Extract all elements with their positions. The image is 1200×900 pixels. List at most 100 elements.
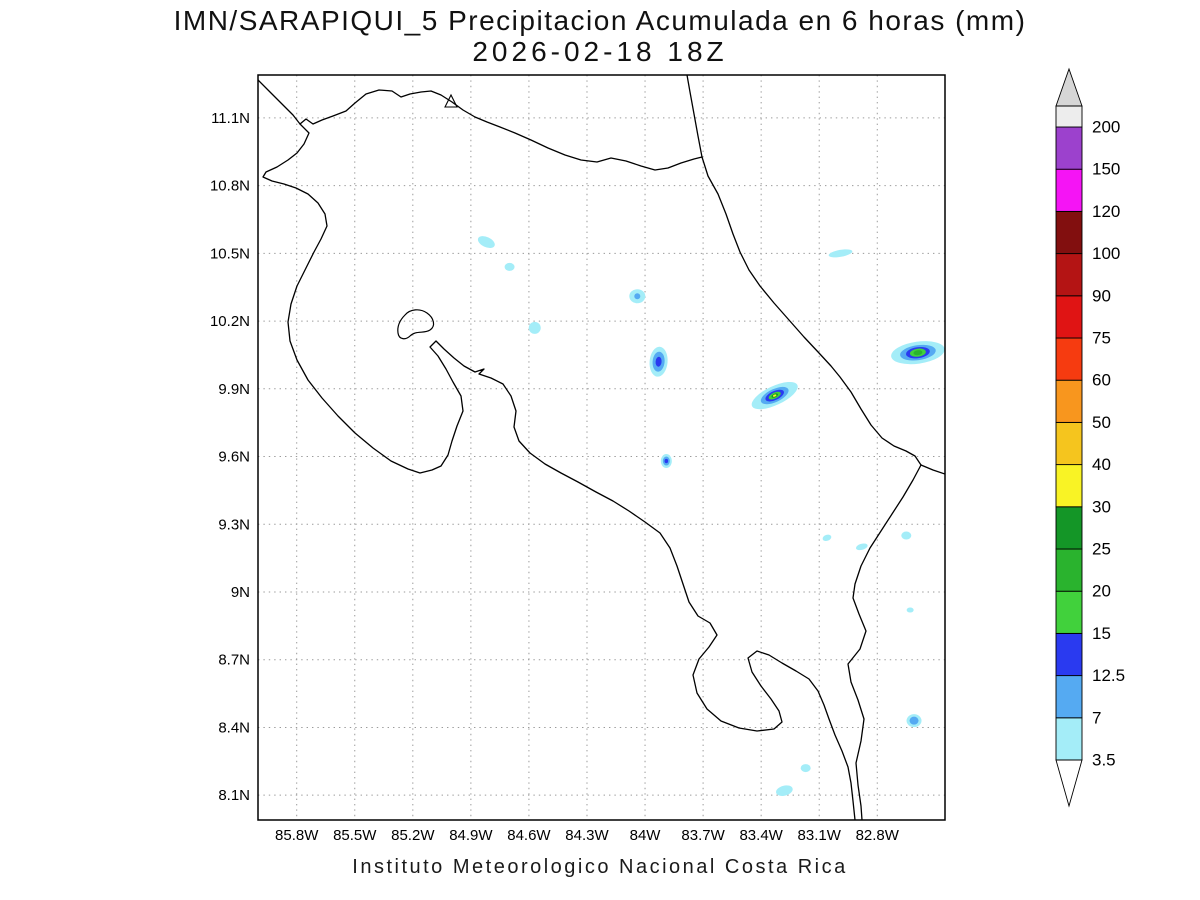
precip-contour [901,531,912,540]
colorbar-tick-label: 30 [1092,497,1111,516]
lat-tick-label: 9.6N [218,449,250,466]
lon-tick-label: 83.7W [681,827,725,844]
colorbar-tick-label: 25 [1092,540,1111,559]
colorbar-tick-label: 150 [1092,160,1120,179]
colorbar: 3.5 7 12.5 15 20 25 30 40 50 60 75 90 100 120 150 200 [1055,67,1125,808]
lon-tick-label: 84.3W [565,827,609,844]
colorbar-tick-label: 7 [1092,708,1101,727]
colorbar-tick-label: 75 [1092,329,1111,348]
colorbar-band [1055,337,1083,381]
precip-spot [751,381,798,410]
colorbar-band [1055,379,1083,423]
lon-tick-label: 82.8W [856,827,900,844]
lat-tick-label: 9N [231,584,250,601]
colorbar-band [1055,632,1083,677]
coastline [686,75,703,158]
precip-spot [776,785,793,796]
coastline-layer [258,75,945,820]
chart-subtitle-datetime: 2026-02-18 18Z [472,36,728,67]
precip-spot [822,534,832,542]
precip-contour [913,350,923,356]
lon-tick-label: 83.4W [739,827,783,844]
lon-tick-label: 84.6W [507,827,551,844]
coastline [847,464,922,820]
lon-tick-label: 84.9W [449,827,493,844]
precip-contour [855,543,868,551]
frame-layer [257,74,946,821]
precip-spot [660,454,672,469]
precip-contour [504,262,515,271]
precip-spot [855,543,868,551]
precip-contour [634,293,641,300]
lat-tick-label: 11.1N [211,110,250,127]
coastline [262,123,856,820]
colorbar-tick-label: 40 [1092,455,1111,474]
lat-tick-label: 8.7N [218,652,250,669]
map-frame [257,74,946,821]
precip-contour [800,764,811,773]
colorbar-tick-label: 120 [1092,202,1120,221]
precip-contour [477,236,495,248]
precip-spot [477,236,495,248]
lon-tick-label: 85.2W [391,827,435,844]
lat-tick-label: 8.1N [218,787,250,804]
lon-tick-label: 83.1W [798,827,842,844]
colorbar-band [1055,253,1083,297]
colorbar-tick-label: 20 [1092,582,1111,601]
precip-contour [906,607,914,613]
colorbar-tick-label: 90 [1092,286,1111,305]
colorbar-band [1055,675,1083,719]
colorbar-band [1055,717,1083,761]
colorbar-band [1055,168,1083,212]
precip-contour [776,785,793,796]
coastline [920,464,945,475]
colorbar-band [1055,590,1083,634]
colorbar-band-over [1055,105,1083,128]
lake-arenal [397,309,435,340]
colorbar-tick-label: 60 [1092,371,1111,390]
precip-spot [800,764,811,773]
colorbar-tick-label: 200 [1092,118,1120,137]
coastline [701,156,922,466]
colorbar-band [1055,295,1083,339]
precip-contour [909,716,919,725]
lake-island [444,93,458,108]
precip-contour [528,321,541,334]
coastline [258,79,703,171]
lon-tick-label: 85.5W [333,827,377,844]
lat-tick-label: 9.9N [218,381,250,398]
grid-layer [258,75,945,820]
colorbar-band [1055,548,1083,592]
lat-tick-label: 10.5N [210,245,250,262]
lon-tick-label: 85.8W [275,827,319,844]
precip-spot [629,289,646,304]
lon-tick-label: 84W [630,827,662,844]
lat-tick-label: 10.8N [210,178,250,195]
colorbar-band [1055,464,1083,508]
footer-caption: Instituto Meteorologico Nacional Costa R… [352,856,848,878]
lat-tick-label: 9.3N [218,516,250,533]
precip-contour [664,458,669,464]
colorbar-arrow-bottom [1055,759,1083,808]
colorbar-tick-label: 50 [1092,413,1111,432]
colorbar-tick-label: 15 [1092,624,1111,643]
chart-title: IMN/SARAPIQUI_5 Precipitacion Acumulada … [173,5,1027,36]
lat-tick-label: 10.2N [210,313,250,330]
precip-spot [504,262,515,271]
colorbar-band [1055,506,1083,550]
precip-spot [906,714,922,728]
colorbar-arrow-top [1055,67,1083,107]
precip-spot [906,607,914,613]
precip-spot [828,249,853,258]
precip-spot [649,346,668,377]
precip-spot [528,321,541,334]
precipitation-layer [477,236,945,796]
colorbar-tick-label: 100 [1092,244,1120,263]
precip-contour [773,394,777,397]
colorbar-tick-label: 12.5 [1092,666,1125,685]
lat-tick-label: 8.4N [218,719,250,736]
axis-labels-layer: 11.1N 10.8N 10.5N 10.2N 9.9N 9.6N 9.3N 9N 8.7N 8.… [210,110,900,844]
colorbar-band [1055,421,1083,466]
